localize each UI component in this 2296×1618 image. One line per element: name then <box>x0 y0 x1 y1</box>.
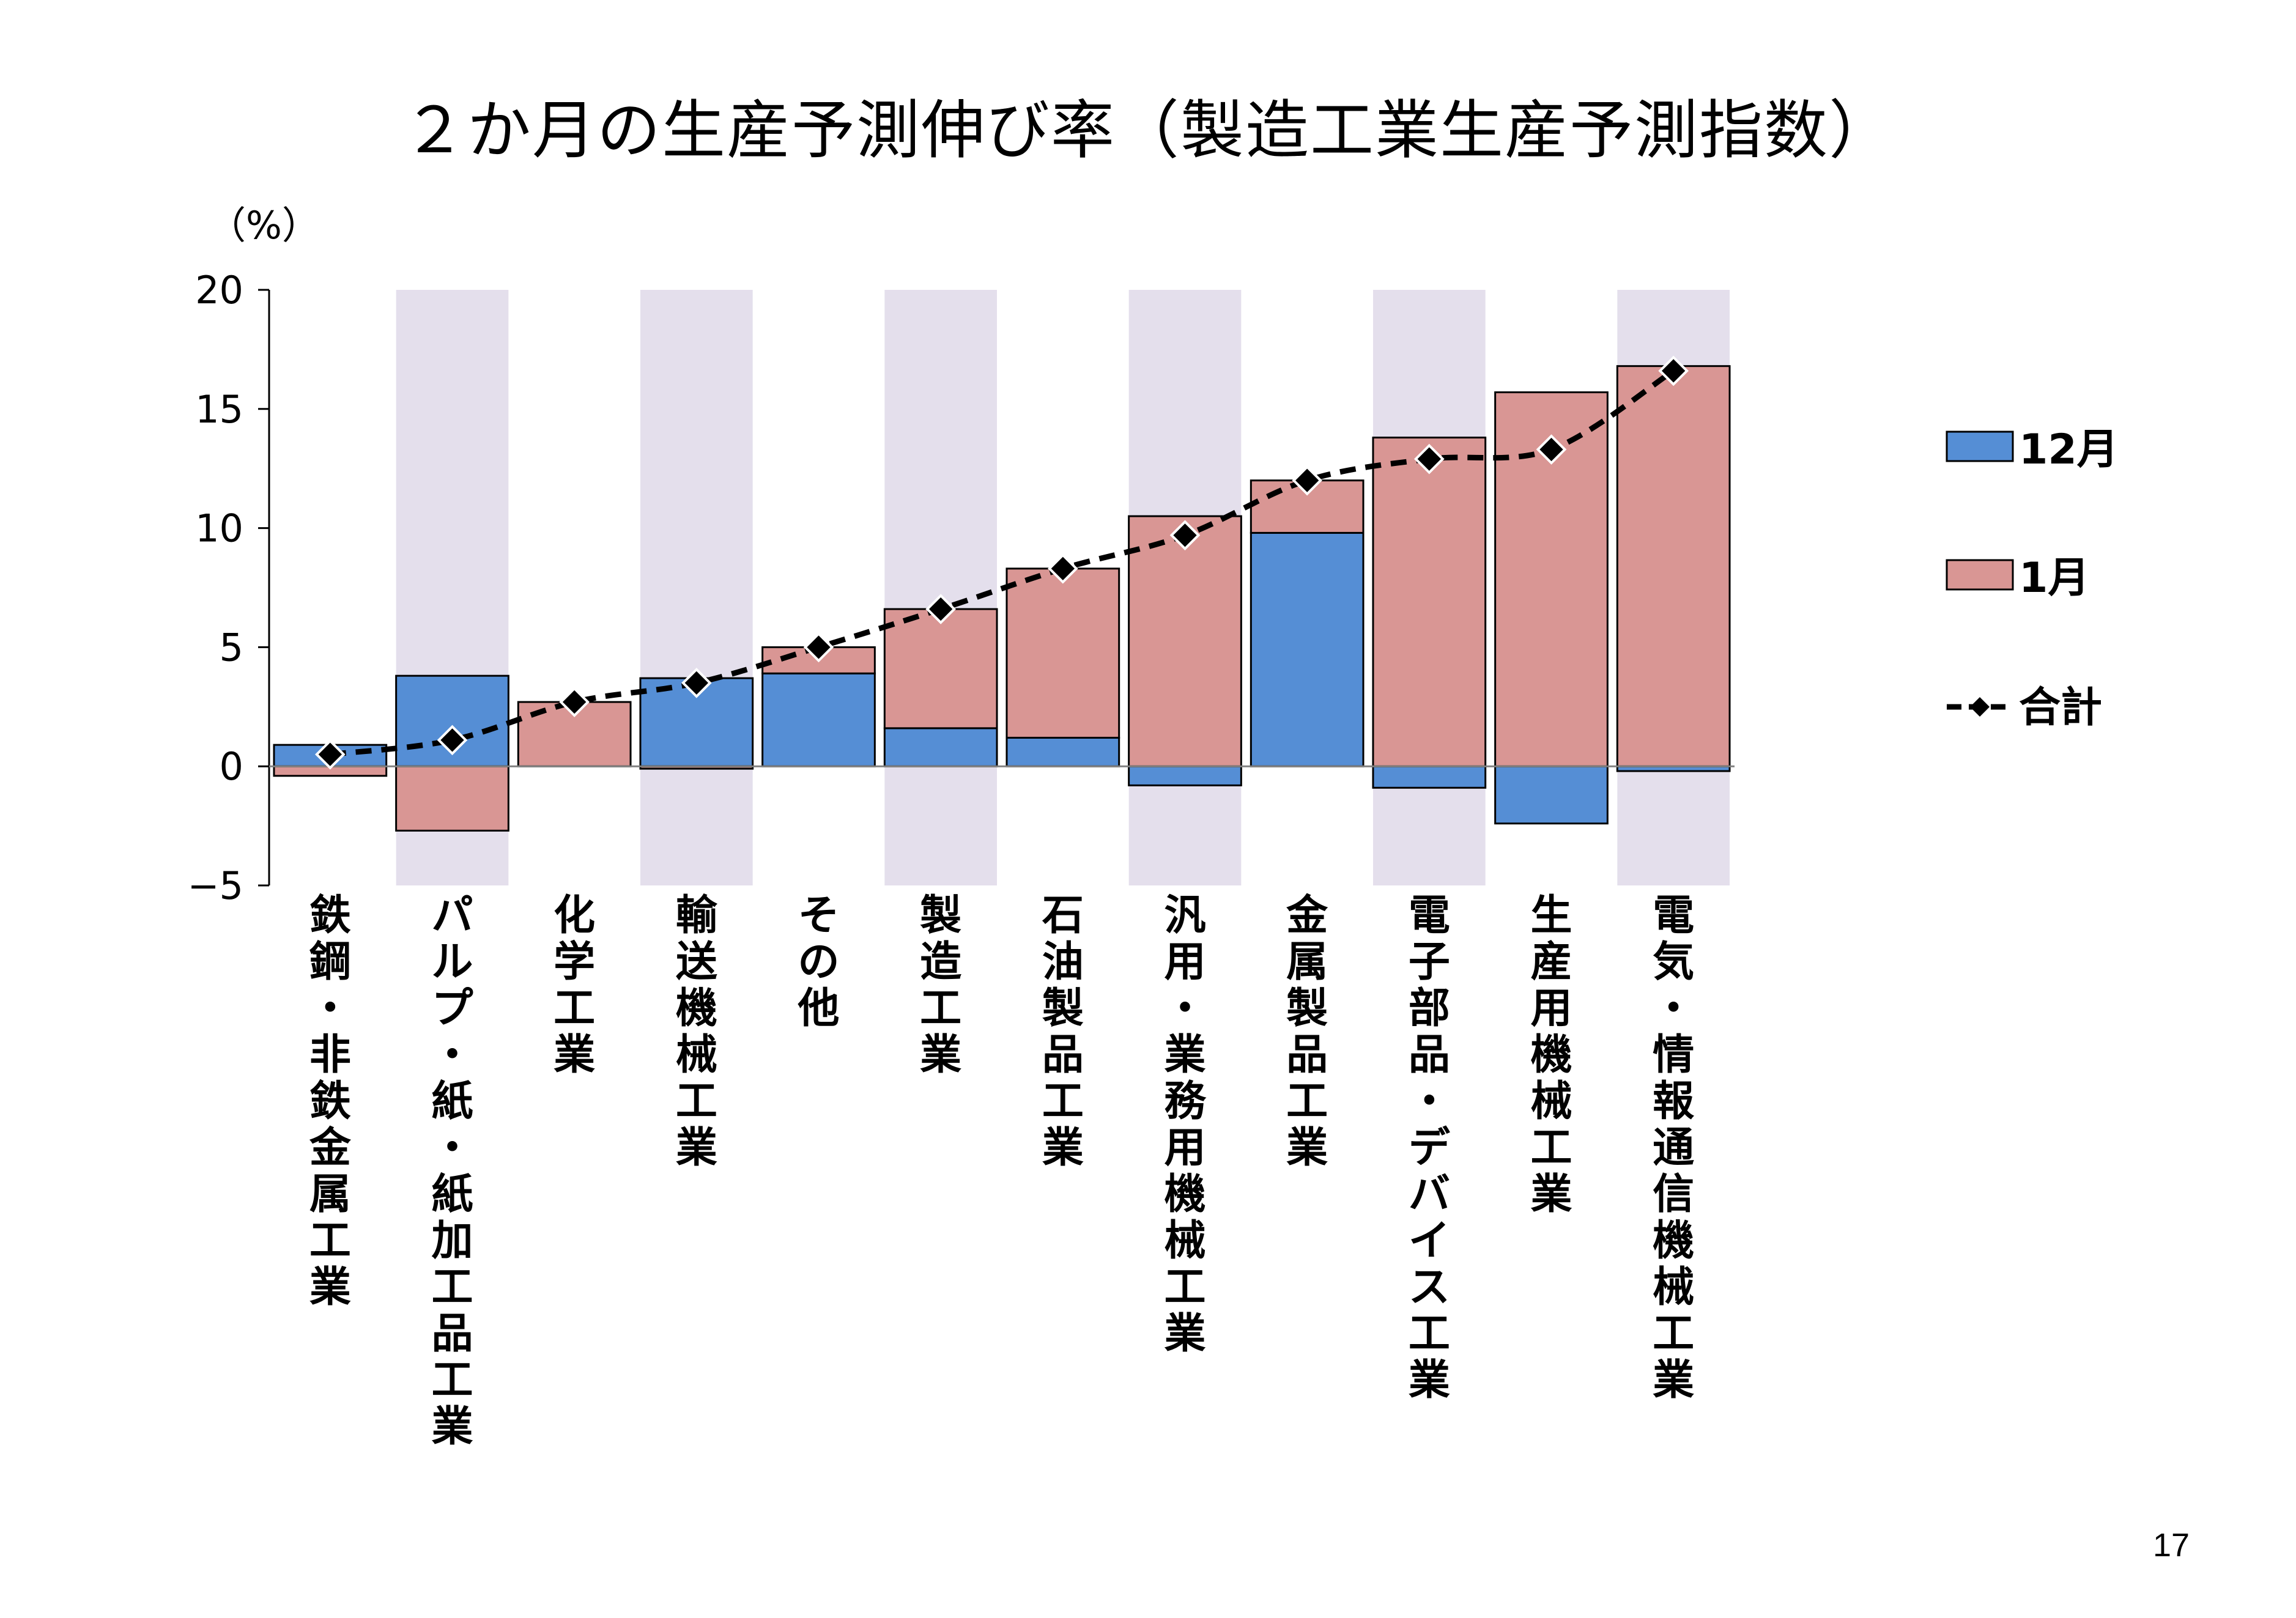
total-marker <box>1292 465 1322 496</box>
bar-12gatsu <box>883 727 998 767</box>
bar-12gatsu <box>1005 736 1120 767</box>
bar-layer <box>273 365 1731 832</box>
total-marker <box>1414 443 1445 475</box>
y-tick-label: 5 <box>220 625 243 670</box>
axis-layer: −5 0 5 10 15 20 <box>188 268 1735 908</box>
category-label: 電気・情報通信機械工業 <box>1653 892 1694 1405</box>
total-marker <box>1536 434 1567 465</box>
total-marker <box>681 668 712 698</box>
category-label: 製造工業 <box>920 892 961 1079</box>
total-marker <box>559 687 590 717</box>
bar-1gatsu <box>1372 437 1487 767</box>
category-label: 石油製品工業 <box>1042 892 1084 1172</box>
bar-1gatsu <box>1128 515 1242 767</box>
legend-swatch-12gatsu <box>1946 430 2014 462</box>
total-marker <box>1169 520 1201 551</box>
chart-title: ２か月の生産予測伸び率（製造工業生産予測指数） <box>402 93 1894 168</box>
total-marker <box>437 725 468 756</box>
category-label: 化学工業 <box>554 892 595 1079</box>
total-line <box>330 368 1675 758</box>
bar-12gatsu <box>1128 765 1242 786</box>
category-label: 電子部品・デバイス工業 <box>1409 892 1451 1405</box>
bar-1gatsu <box>395 765 509 832</box>
bar-12gatsu <box>1250 531 1365 767</box>
total-marker <box>315 739 346 770</box>
category-label: 生産用機械工業 <box>1530 892 1572 1219</box>
category-label: パルプ・紙・紙加工品工業 <box>431 892 473 1451</box>
bar-1gatsu <box>883 608 998 730</box>
total-marker <box>803 632 834 663</box>
page-number: 17 <box>2153 1527 2190 1564</box>
y-tick-label: 20 <box>195 268 243 312</box>
legend-swatch-1gatsu <box>1946 559 2014 591</box>
category-label: 金属製品工業 <box>1286 892 1328 1172</box>
legend-label-total: 合計 <box>2019 684 2102 732</box>
y-tick-label: 15 <box>195 387 243 432</box>
category-label: その他 <box>797 892 839 1033</box>
category-label: 汎用・業務用機械工業 <box>1164 892 1206 1358</box>
category-label: 鉄鋼・非鉄金属工業 <box>309 892 352 1312</box>
bar-12gatsu <box>1372 765 1487 789</box>
legend-label-12gatsu: 12月 <box>2019 426 2119 474</box>
bar-12gatsu <box>1494 765 1609 825</box>
bar-12gatsu <box>761 672 876 767</box>
category-label: 輸送機械工業 <box>676 892 718 1172</box>
y-axis-unit-label: （%） <box>208 203 320 248</box>
y-tick-label: −5 <box>188 863 243 908</box>
total-marker <box>1048 553 1078 584</box>
y-tick-label: 0 <box>220 744 243 789</box>
bar-1gatsu <box>1005 567 1120 739</box>
bar-1gatsu <box>1616 365 1731 767</box>
legend-marker-total <box>1970 697 1990 717</box>
category-band <box>884 290 998 885</box>
category-label-layer: 鉄鋼・非鉄金属工業 パルプ・紙・紙加工品工業 化学工業 輸送機械工業 その他 製造工業 石油… <box>309 892 1694 1451</box>
total-marker <box>1658 355 1689 386</box>
y-tick-label: 10 <box>195 506 243 551</box>
total-marker <box>925 594 956 624</box>
category-band <box>640 290 753 885</box>
legend-label-1gatsu: 1月 <box>2019 554 2089 602</box>
total-line-layer <box>315 355 1689 770</box>
